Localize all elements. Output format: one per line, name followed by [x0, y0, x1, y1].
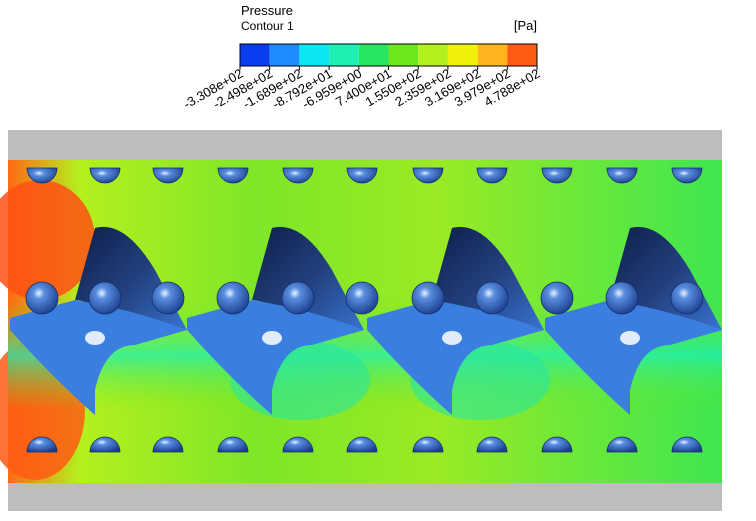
dome: [26, 167, 58, 184]
color-bin: [299, 44, 330, 66]
dome: [346, 167, 378, 184]
color-bin: [507, 44, 537, 66]
color-bin: [388, 44, 419, 66]
dome: [346, 436, 378, 453]
dome: [671, 167, 703, 184]
legend-unit: [Pa]: [514, 18, 537, 33]
dome: [217, 436, 249, 453]
dome: [26, 436, 58, 453]
sphere: [475, 281, 509, 315]
simulation-view: [0, 130, 722, 511]
color-bin: [358, 44, 389, 66]
highlight: [262, 331, 282, 345]
highlight: [85, 331, 105, 345]
dome: [671, 436, 703, 453]
dome: [152, 167, 184, 184]
dome: [606, 167, 638, 184]
highlight: [442, 331, 462, 345]
helix-blade: [367, 300, 544, 415]
sphere: [605, 281, 639, 315]
dome: [282, 167, 314, 184]
dome: [476, 436, 508, 453]
highlight: [620, 331, 640, 345]
sphere: [88, 281, 122, 315]
dome: [541, 436, 573, 453]
sphere: [540, 281, 574, 315]
sphere: [345, 281, 379, 315]
dome: [217, 167, 249, 184]
dome: [152, 436, 184, 453]
helix-blade: [187, 300, 364, 415]
sphere: [670, 281, 704, 315]
colorbar: -3.308e+02-2.498e+02-1.689e+02-8.792e+01…: [181, 43, 543, 112]
color-bin: [477, 44, 508, 66]
helix-blade: [10, 300, 187, 415]
color-bin: [418, 44, 448, 66]
dome: [282, 436, 314, 453]
sphere: [411, 281, 445, 315]
helix-blade: [545, 300, 722, 415]
sphere: [151, 281, 185, 315]
legend-subtitle: Contour 1: [241, 19, 294, 33]
dome: [412, 436, 444, 453]
color-bin: [329, 44, 359, 66]
sphere: [216, 281, 250, 315]
dome: [89, 167, 121, 184]
dome: [541, 167, 573, 184]
dome: [476, 167, 508, 184]
color-bin: [269, 44, 300, 66]
legend: Pressure Contour 1 [Pa] -3.308e+02-2.498…: [181, 3, 543, 112]
color-bin: [240, 44, 270, 66]
sphere: [281, 281, 315, 315]
dome: [606, 436, 638, 453]
legend-title: Pressure: [241, 3, 293, 18]
color-bin: [447, 44, 478, 66]
dome: [89, 436, 121, 453]
dome: [412, 167, 444, 184]
sphere: [25, 281, 59, 315]
